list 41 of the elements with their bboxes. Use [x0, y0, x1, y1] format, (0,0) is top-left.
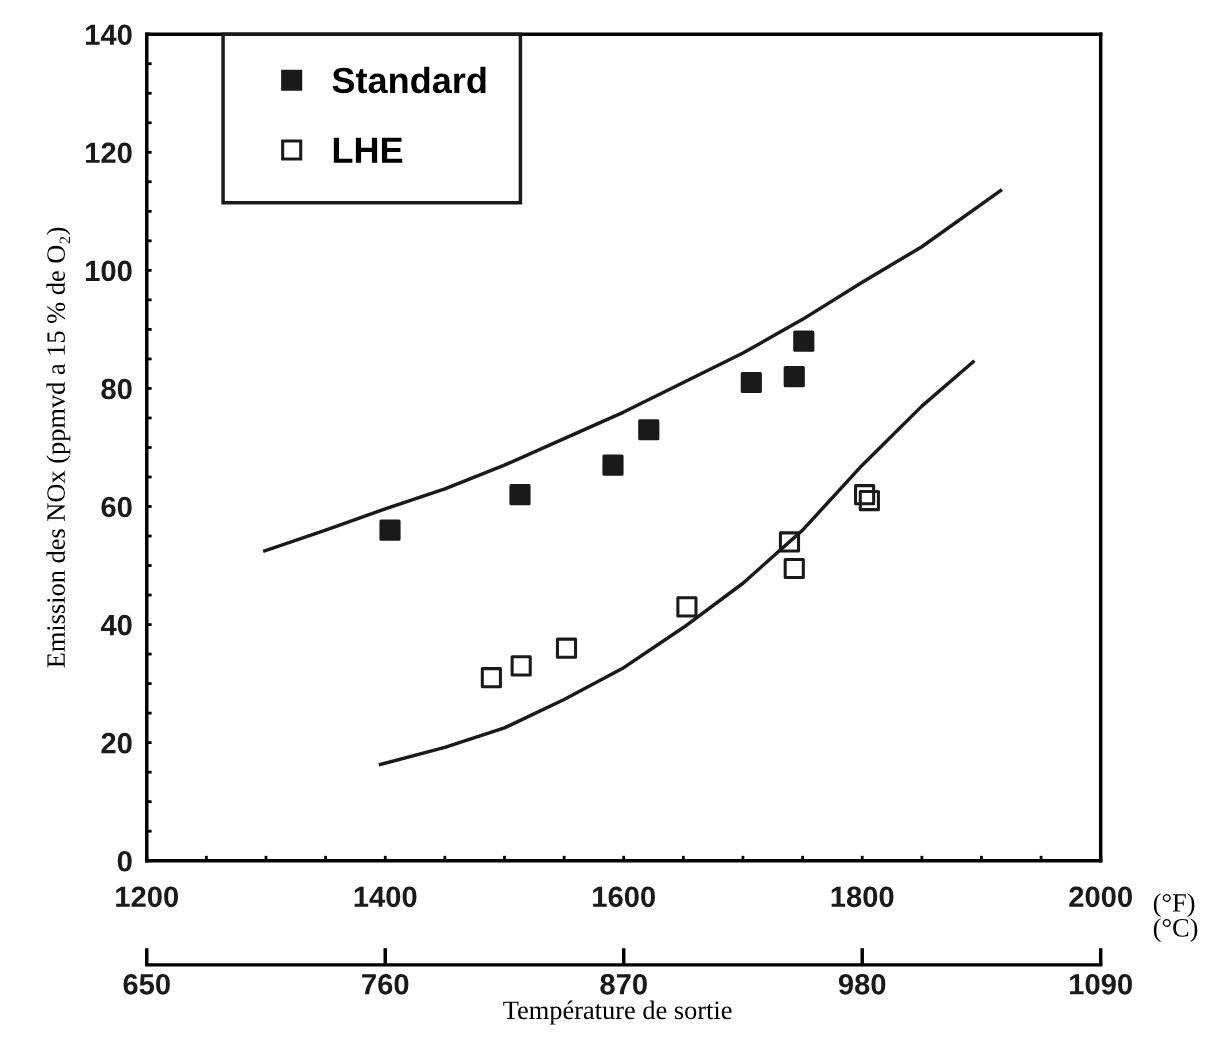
point [379, 519, 401, 541]
y-tick-label: 20 [101, 732, 132, 754]
point [858, 490, 880, 512]
y-axis-title: Emission des NOx (ppmvd a 15 % de O₂) [46, 227, 71, 668]
point [793, 330, 815, 352]
line-series [263, 188, 1003, 553]
y-tick-label: 80 [101, 378, 132, 400]
x-tick-label: 1400 [354, 886, 417, 908]
y-tick-label: 40 [100, 614, 132, 636]
point [676, 596, 698, 618]
y-tick-label: 60 [101, 496, 132, 518]
x2-tick-label: 650 [123, 973, 170, 995]
y-tick-label: 120 [86, 142, 132, 164]
y-tick-label: 100 [86, 260, 132, 282]
line-series [378, 360, 975, 767]
x2-tick-label: 1090 [1070, 973, 1132, 995]
text: (°F) [1153, 893, 1195, 918]
x2-tick-label: 760 [362, 973, 409, 995]
point [510, 655, 532, 677]
x-axis-title: Température de sortie [503, 1000, 732, 1025]
point [555, 637, 578, 659]
point [740, 371, 762, 394]
y-tick-label: 140 [86, 24, 132, 46]
y-tick-label: 0 [117, 850, 132, 872]
x-tick-label: 1800 [831, 886, 894, 908]
x2-tick-label: 870 [600, 973, 647, 995]
point [480, 667, 502, 689]
x-tick-label: 2000 [1069, 886, 1132, 908]
point [854, 484, 876, 506]
legend-label: LHE [333, 137, 403, 163]
point [509, 484, 531, 506]
x2-axis-title: (°C) [1153, 918, 1198, 943]
point [602, 454, 624, 476]
point [783, 557, 805, 580]
x2-tick-label: 980 [838, 973, 886, 995]
x-tick-label: 1200 [116, 886, 179, 908]
x-tick-label: 1600 [593, 886, 655, 908]
point [783, 366, 805, 388]
point [778, 531, 801, 553]
point [638, 419, 660, 441]
legend-label: Standard [332, 66, 486, 94]
